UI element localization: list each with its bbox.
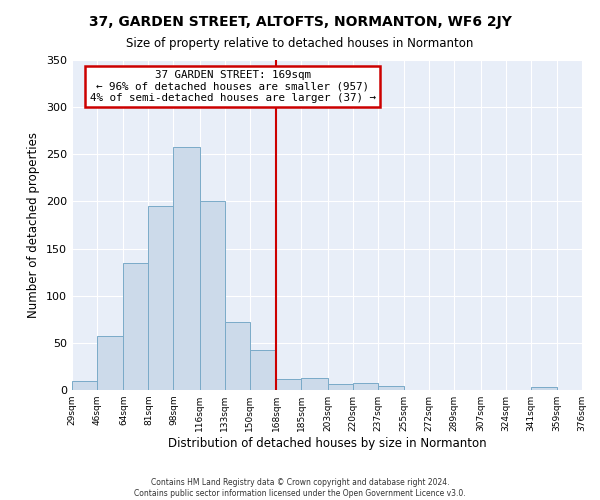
Bar — [301, 378, 328, 390]
Bar — [328, 384, 353, 390]
Bar — [530, 387, 557, 390]
Bar — [276, 378, 301, 390]
Text: 37 GARDEN STREET: 169sqm  
← 96% of detached houses are smaller (957)
4% of semi: 37 GARDEN STREET: 169sqm ← 96% of detach… — [89, 70, 376, 103]
Bar — [250, 350, 276, 390]
Text: 37, GARDEN STREET, ALTOFTS, NORMANTON, WF6 2JY: 37, GARDEN STREET, ALTOFTS, NORMANTON, W… — [89, 15, 511, 29]
Bar — [378, 386, 404, 390]
Text: Size of property relative to detached houses in Normanton: Size of property relative to detached ho… — [127, 38, 473, 51]
Bar — [200, 202, 225, 390]
Bar — [148, 206, 173, 390]
Bar — [353, 384, 378, 390]
Bar — [173, 146, 200, 390]
Text: Contains HM Land Registry data © Crown copyright and database right 2024.
Contai: Contains HM Land Registry data © Crown c… — [134, 478, 466, 498]
X-axis label: Distribution of detached houses by size in Normanton: Distribution of detached houses by size … — [167, 437, 487, 450]
Y-axis label: Number of detached properties: Number of detached properties — [28, 132, 40, 318]
Bar — [72, 380, 97, 390]
Bar — [97, 336, 124, 390]
Bar — [225, 322, 250, 390]
Bar — [124, 262, 148, 390]
